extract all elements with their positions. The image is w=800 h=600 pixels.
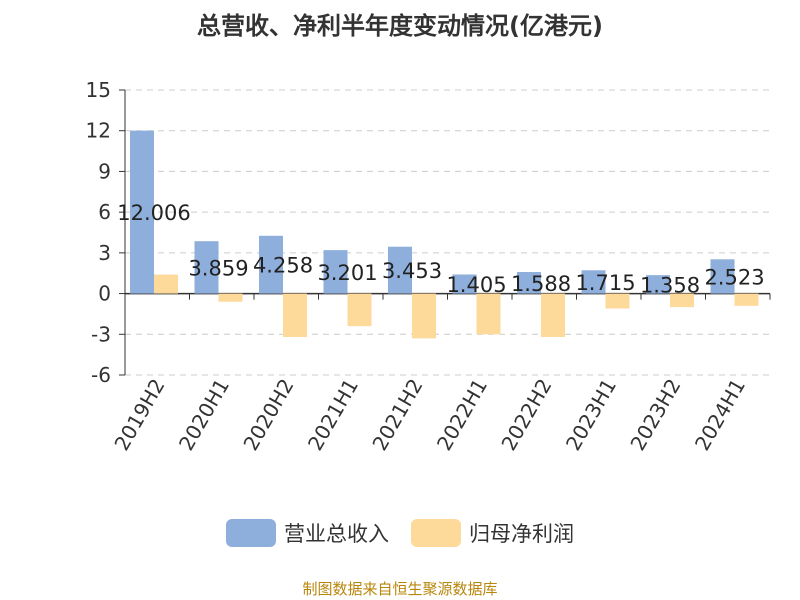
revenue-data-label: 12.006 [117, 201, 190, 225]
revenue-bar [581, 270, 606, 294]
legend-label-revenue: 营业总收入 [284, 522, 389, 546]
y-tick-label: 3 [98, 241, 111, 265]
revenue-data-label: 3.453 [382, 259, 442, 283]
x-category-label: 2023H1 [561, 375, 621, 455]
revenue-bar [194, 241, 219, 294]
y-tick-label: -3 [91, 322, 111, 346]
legend: 营业总收入 归母净利润 [0, 518, 800, 548]
legend-item-net-profit[interactable]: 归母净利润 [411, 518, 574, 548]
net-profit-bar [154, 274, 178, 294]
y-tick-label: 15 [86, 78, 111, 102]
y-tick-label: -6 [91, 363, 111, 387]
source-footer: 制图数据来自恒生聚源数据库 [302, 580, 498, 598]
revenue-bar [323, 250, 348, 294]
x-category-label: 2024H1 [690, 375, 750, 455]
revenue-bar [388, 246, 412, 294]
x-category-label: 2022H1 [432, 375, 492, 455]
chart-title: 总营收、净利半年度变动情况(亿港元) [197, 12, 603, 40]
x-category-label: 2021H1 [303, 375, 363, 455]
net-profit-bar [734, 293, 759, 306]
net-profit-bar [605, 293, 630, 309]
revenue-bar [710, 259, 735, 294]
x-category-label: 2020H2 [238, 375, 298, 455]
revenue-data-label: 1.588 [511, 272, 571, 296]
revenue-data-label: 4.258 [253, 254, 313, 278]
x-category-label: 2023H2 [625, 375, 685, 455]
x-category-label: 2019H2 [109, 375, 169, 455]
revenue-data-label: 3.859 [188, 256, 248, 280]
x-category-label: 2021H2 [367, 375, 427, 455]
revenue-bar [130, 130, 154, 294]
revenue-data-label: 1.405 [446, 273, 506, 297]
y-tick-label: 12 [86, 119, 111, 143]
net-profit-bar [218, 293, 243, 302]
revenue-data-label: 1.358 [640, 273, 700, 297]
net-profit-bar [476, 293, 501, 335]
y-tick-label: 9 [98, 159, 111, 183]
legend-swatch-net-profit [411, 519, 461, 547]
net-profit-bar [541, 293, 565, 337]
legend-swatch-revenue [226, 519, 276, 547]
y-tick-label: 6 [98, 200, 111, 224]
x-category-label: 2020H1 [174, 375, 234, 455]
revenue-bar [646, 275, 670, 294]
net-profit-bar [670, 293, 694, 308]
x-category-label: 2022H2 [496, 375, 556, 455]
revenue-bar [452, 274, 477, 294]
net-profit-bar [283, 293, 307, 337]
net-profit-bar [412, 293, 436, 339]
y-tick-label: 0 [98, 282, 111, 306]
revenue-bar [259, 235, 283, 294]
net-profit-bar [347, 293, 372, 327]
revenue-data-label: 3.201 [317, 261, 377, 285]
revenue-data-label: 1.715 [575, 271, 635, 295]
bars [130, 130, 759, 339]
revenue-data-label: 2.523 [704, 265, 764, 289]
revenue-bar [517, 272, 541, 294]
legend-label-net-profit: 归母净利润 [469, 522, 574, 546]
legend-item-revenue[interactable]: 营业总收入 [226, 518, 389, 548]
gridlines [125, 89, 770, 376]
